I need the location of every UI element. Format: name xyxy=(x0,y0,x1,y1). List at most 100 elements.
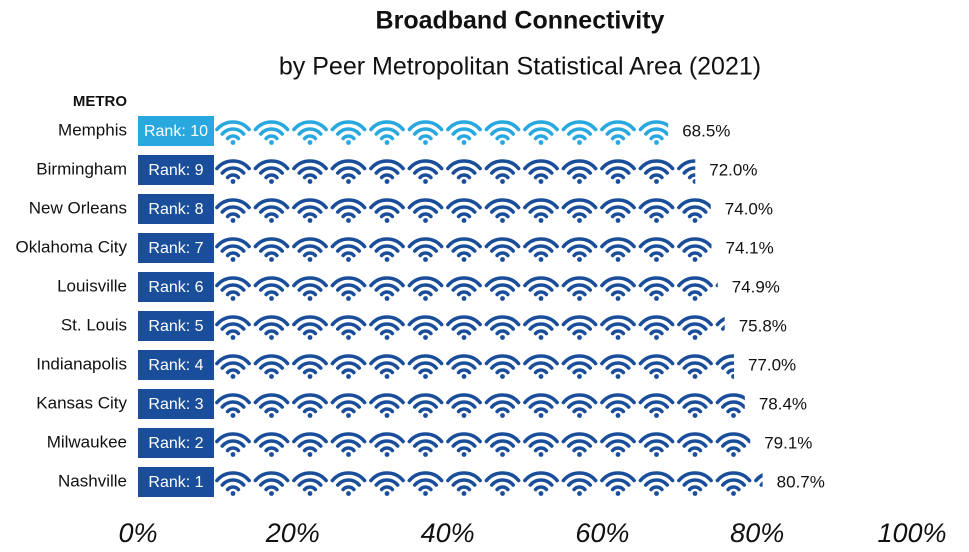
wifi-arc xyxy=(572,368,587,375)
wifi-arc xyxy=(302,446,318,453)
wifi-arc xyxy=(638,120,669,132)
wifi-arc xyxy=(302,290,318,297)
wifi-arc xyxy=(369,354,405,366)
wifi-dot xyxy=(808,491,813,496)
wifi-dot xyxy=(346,140,351,145)
wifi-arc xyxy=(418,485,433,492)
wifi-arc xyxy=(687,485,703,492)
value-label: 80.7% xyxy=(777,472,825,491)
wifi-arc xyxy=(446,276,482,288)
wifi-arc xyxy=(910,317,942,325)
wifi-dot xyxy=(731,491,736,496)
wifi-arc xyxy=(915,207,936,212)
wifi-dot xyxy=(770,296,775,301)
wifi-dot xyxy=(307,218,313,223)
wifi-arc xyxy=(451,400,477,409)
wifi-arc xyxy=(649,134,664,141)
wifi-arc xyxy=(877,402,898,407)
wifi-arc xyxy=(844,136,855,139)
wifi-dot xyxy=(847,491,852,496)
wifi-arc xyxy=(379,290,395,297)
wifi-arc xyxy=(258,322,285,331)
wifi-arc xyxy=(638,276,675,288)
wifi-arc xyxy=(649,368,664,375)
chart-title: Broadband Connectivity xyxy=(376,7,665,35)
x-tick-label: 100% xyxy=(877,518,946,548)
wifi-dot xyxy=(692,491,698,496)
wifi-arc xyxy=(374,283,400,292)
wifi-arc xyxy=(561,354,598,366)
wifi-arc xyxy=(220,127,246,136)
wifi-dot xyxy=(269,140,274,145)
wifi-dot xyxy=(924,257,929,262)
wifi-arc xyxy=(523,393,559,405)
wifi-dot xyxy=(731,257,736,262)
wifi-arc xyxy=(682,205,708,214)
wifi-arc xyxy=(412,127,439,136)
wifi-arc xyxy=(600,159,636,171)
wifi-arc xyxy=(871,395,903,403)
wifi-arc xyxy=(412,205,439,214)
wifi-arc xyxy=(451,127,477,136)
wifi-arc xyxy=(643,322,670,331)
wifi-dot xyxy=(346,413,351,418)
wifi-arc xyxy=(341,290,356,297)
wifi-arc xyxy=(297,205,323,214)
wifi-dot xyxy=(808,257,813,262)
wifi-dot xyxy=(269,335,274,340)
wifi-dot xyxy=(885,413,890,418)
wifi-arc xyxy=(800,363,821,368)
rank-box xyxy=(138,272,214,302)
rank-box xyxy=(138,194,214,224)
wifi-arc xyxy=(638,237,675,249)
wifi-arc xyxy=(605,322,631,331)
wifi-dot xyxy=(307,374,313,379)
wifi-arc xyxy=(302,251,318,258)
rank-box xyxy=(138,428,214,458)
wifi-dot xyxy=(615,374,621,379)
bar xyxy=(215,276,775,301)
wifi-dot xyxy=(423,413,428,418)
wifi-arc xyxy=(649,329,664,336)
wifi-arc xyxy=(572,251,587,258)
wifi-arc xyxy=(253,120,290,132)
wifi-dot xyxy=(269,374,274,379)
category-header: METRO xyxy=(73,93,127,110)
wifi-dot xyxy=(577,413,582,418)
wifi-arc xyxy=(446,393,482,405)
wifi-dot xyxy=(307,335,313,340)
wifi-arc xyxy=(566,322,593,331)
category-label: Birmingham xyxy=(36,159,127,178)
wifi-arc xyxy=(341,407,356,414)
wifi-arc xyxy=(533,173,549,180)
wifi-arc xyxy=(649,251,664,258)
wifi-arc xyxy=(297,166,323,175)
wifi-dot xyxy=(808,218,813,223)
wifi-arc xyxy=(726,485,741,492)
wifi-arc xyxy=(489,400,516,409)
wifi-arc xyxy=(677,471,713,483)
wifi-arc xyxy=(566,400,593,409)
wifi-dot xyxy=(654,413,659,418)
wifi-arc xyxy=(566,127,593,136)
wifi-dot xyxy=(230,335,236,340)
wifi-arc xyxy=(921,370,932,373)
wifi-dot xyxy=(346,335,351,340)
x-tick-label: 0% xyxy=(118,518,157,548)
wifi-dot xyxy=(384,413,390,418)
wifi-dot xyxy=(423,491,428,496)
wifi-arc xyxy=(838,363,859,368)
wifi-dot xyxy=(307,413,313,418)
wifi-dot xyxy=(538,335,544,340)
bar xyxy=(215,159,788,184)
wifi-arc xyxy=(610,173,626,180)
category-label: Oklahoma City xyxy=(16,237,128,256)
wifi-arc xyxy=(756,161,788,169)
category-label: Indianapolis xyxy=(36,354,127,373)
wifi-arc xyxy=(341,329,356,336)
wifi-arc xyxy=(330,120,367,132)
wifi-arc xyxy=(800,246,821,251)
wifi-arc xyxy=(220,244,246,253)
wifi-arc xyxy=(264,485,279,492)
